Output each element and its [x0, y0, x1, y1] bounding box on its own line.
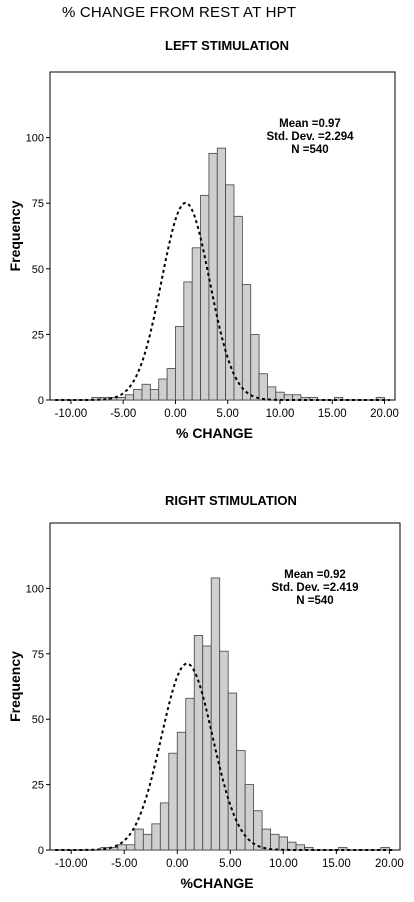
left-x-axis-label: % CHANGE	[176, 425, 253, 441]
left-x-tick-label: 15.00	[318, 408, 347, 420]
right-normal-curve	[55, 662, 395, 851]
left-x-tick-label: 20.00	[370, 408, 399, 420]
left-chart-title: LEFT STIMULATION	[165, 38, 289, 53]
left-y-tick-label: 50	[32, 264, 44, 276]
right-chart-title: RIGHT STIMULATION	[165, 493, 297, 508]
right-bar	[159, 802, 170, 851]
right-stat-n: N =540	[296, 595, 333, 607]
right-bar	[202, 645, 212, 851]
right-y-tick-label: 100	[26, 583, 44, 595]
right-x-tick-label: 15.00	[322, 858, 351, 870]
right-x-axis-label: %CHANGE	[180, 875, 253, 891]
right-y-tick-label: 50	[32, 714, 44, 726]
left-bar	[308, 396, 319, 401]
page-title: % CHANGE FROM REST AT HPT	[62, 4, 297, 21]
left-y-tick-label: 25	[32, 329, 44, 341]
left-x-tick-label: -5.00	[110, 408, 136, 420]
right-y-tick-label: 0	[38, 845, 44, 857]
left-x-tick-label: 5.00	[217, 408, 239, 420]
right-bar	[278, 836, 288, 851]
left-x-tick-label: 10.00	[266, 408, 295, 420]
right-bar	[125, 844, 136, 851]
left-normal-curve	[55, 201, 390, 401]
right-x-tick-label: 10.00	[269, 858, 298, 870]
left-bar	[250, 333, 260, 401]
right-stat-sd: Std. Dev. =2.419	[271, 582, 358, 594]
right-stat-mean: Mean =0.92	[284, 569, 346, 581]
right-y-axis-label: Frequency	[7, 651, 23, 722]
right-bar	[185, 697, 195, 851]
right-bar	[210, 577, 221, 851]
right-bar	[227, 692, 238, 851]
right-bar	[168, 752, 178, 851]
right-bar	[219, 650, 229, 851]
left-x-tick-label: -10.00	[55, 408, 88, 420]
left-bar	[333, 396, 344, 401]
left-x-tick-label: 0.00	[164, 408, 186, 420]
left-y-tick-label: 75	[32, 198, 44, 210]
left-stat-n: N =540	[291, 144, 328, 156]
left-y-axis-label: Frequency	[7, 200, 23, 271]
left-y-tick-label: 100	[26, 133, 44, 145]
right-bar	[134, 828, 144, 851]
right-bar	[304, 846, 314, 851]
right-x-tick-label: -10.00	[55, 858, 88, 870]
left-stat-mean: Mean =0.97	[279, 118, 341, 130]
right-bar	[261, 828, 272, 851]
left-bar	[375, 396, 385, 401]
right-bar	[117, 844, 127, 851]
right-y-tick-label: 25	[32, 780, 44, 792]
left-stat-sd: Std. Dev. =2.294	[266, 131, 354, 143]
right-bar	[287, 841, 297, 851]
right-x-tick-label: 0.00	[166, 858, 188, 870]
right-x-tick-label: -5.00	[111, 858, 137, 870]
right-bar	[151, 823, 161, 851]
right-x-tick-label: 20.00	[375, 858, 404, 870]
right-bar	[193, 635, 204, 851]
right-y-tick-label: 75	[32, 649, 44, 661]
left-y-tick-label: 0	[38, 395, 44, 407]
right-bar	[270, 833, 280, 851]
right-bar	[176, 731, 187, 851]
right-bar	[142, 833, 153, 851]
right-x-tick-label: 5.00	[219, 858, 241, 870]
